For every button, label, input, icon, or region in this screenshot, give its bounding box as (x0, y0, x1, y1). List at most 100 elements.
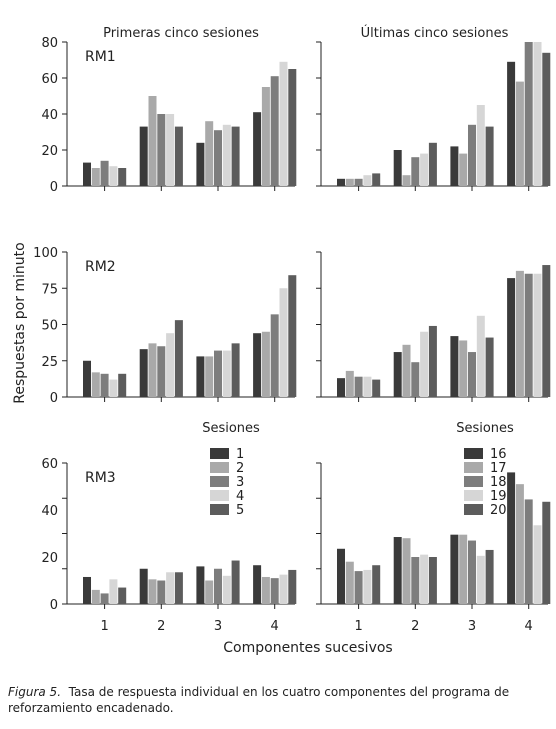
panel-1-y-tick-label: 0 (50, 180, 58, 195)
panel-2-bar-series-17-cat-4 (515, 81, 524, 186)
panel-6-legend-label-17: 17 (490, 461, 507, 476)
panel-1-bar-series-5-cat-3 (231, 126, 240, 186)
panel-3-y-tick-label: 50 (41, 319, 58, 334)
panel-4-bar-series-16-cat-4 (507, 278, 516, 397)
panel-1-bar-series-1-cat-3 (196, 142, 205, 186)
panel-6-bar-series-19-cat-2 (420, 554, 429, 604)
panel-6-legend-swatch-19 (464, 490, 483, 501)
panel-4-bar-series-17-cat-3 (459, 340, 468, 397)
panel-5-bar-series-2-cat-3 (205, 580, 214, 604)
panel-3-bar-series-5-cat-3 (231, 343, 240, 397)
panel-5-bar-series-5-cat-2 (174, 572, 183, 604)
panel-5-legend-label-2: 2 (236, 461, 244, 476)
panel-6-bar-series-18-cat-2 (411, 557, 420, 604)
panel-1-title: Primeras cinco sesiones (103, 26, 259, 41)
panel-3-bar-series-4-cat-2 (166, 333, 175, 397)
panel-5-bar-series-2-cat-4 (261, 576, 270, 604)
panel-1-bar-series-2-cat-2 (148, 96, 157, 186)
panel-1-bar-series-3-cat-4 (270, 76, 279, 186)
panel-1-bar-series-4-cat-4 (279, 61, 288, 186)
panel-3-bar-series-1-cat-2 (139, 349, 148, 397)
panel-6-bar-series-16-cat-4 (507, 472, 516, 604)
panel-2-bar-series-20-cat-4 (542, 52, 551, 186)
panel-2-bar-series-20-cat-1 (372, 173, 381, 186)
panel-2-bar-series-18-cat-3 (468, 124, 476, 186)
panel-5-bar-series-2-cat-2 (148, 579, 157, 604)
panel-3-bar-series-5-cat-2 (174, 320, 183, 397)
panel-2-bar-series-19-cat-3 (476, 105, 485, 186)
caption-text: Tasa de respuesta individual en los cuat… (8, 685, 510, 715)
panel-4-bar-series-19-cat-4 (533, 273, 542, 397)
panel-5-bar-series-4-cat-2 (166, 572, 175, 604)
panel-6-legend-label-18: 18 (490, 475, 507, 490)
panel-5-x-tick-label: 4 (271, 619, 279, 634)
panel-5-y-tick-label: 60 (41, 457, 58, 472)
panel-5-legend-swatch-4 (210, 490, 229, 501)
panel-1-y-tick-label: 40 (41, 108, 58, 123)
panel-2-bar-series-19-cat-1 (363, 175, 372, 186)
panel-6-legend-swatch-17 (464, 462, 483, 473)
panel-2-bar-series-17-cat-3 (459, 153, 468, 186)
panel-2-bar-series-16-cat-4 (507, 61, 516, 186)
panel-2-bar-series-17-cat-1 (345, 178, 354, 186)
panel-1-bar-series-2-cat-4 (261, 87, 270, 186)
panel-2-bar-series-16-cat-3 (450, 146, 459, 186)
panel-3-y-tick-label: 75 (41, 282, 58, 297)
panel-5-x-tick-label: 2 (157, 619, 165, 634)
panel-2-bar-series-17-cat-2 (402, 175, 411, 186)
panel-1-panel-label: RM1 (85, 49, 116, 65)
panel-5-bar-series-1-cat-1 (83, 576, 91, 604)
panel-6-bar-series-20-cat-4 (542, 501, 551, 604)
panel-2-title: Últimas cinco sesiones (361, 25, 509, 41)
panel-6-legend-swatch-18 (464, 476, 483, 487)
panel-1-bar-series-2-cat-1 (91, 168, 100, 186)
panel-5-legend-swatch-3 (210, 476, 229, 487)
panel-5-legend-label-4: 4 (236, 489, 244, 504)
panel-5-bar-series-4-cat-4 (279, 574, 288, 604)
panel-6-bar-series-17-cat-3 (459, 534, 468, 604)
panel-4-bar-series-20-cat-4 (542, 265, 551, 397)
panel-6-bar-series-19-cat-3 (476, 555, 485, 604)
panel-6-bar-series-18-cat-3 (468, 540, 476, 604)
caption-label: Figura 5. (8, 685, 62, 699)
panel-1-bar-series-5-cat-2 (174, 126, 183, 186)
panel-5-x-tick-label: 1 (100, 619, 108, 634)
panel-2-bar-series-19-cat-4 (533, 42, 542, 186)
panel-1-bar-series-4-cat-3 (222, 124, 231, 186)
panel-6-bar-series-17-cat-2 (402, 538, 411, 604)
panel-1-bar-series-5-cat-4 (288, 69, 297, 186)
panel-1-bar-series-3-cat-2 (157, 114, 166, 186)
panel-4-bar-series-16-cat-1 (337, 378, 345, 397)
y-axis-title: Respuestas por minuto (12, 242, 28, 403)
panel-3-bar-series-5-cat-1 (118, 373, 127, 397)
panel-5-legend-swatch-5 (210, 504, 229, 515)
figure-caption: Figura 5. Tasa de respuesta individual e… (8, 684, 553, 716)
panel-3-bar-series-2-cat-2 (148, 343, 157, 397)
panel-1-bar-series-4-cat-2 (166, 114, 175, 186)
panel-5-legend-label-1: 1 (236, 447, 244, 462)
panel-4-bar-series-19-cat-3 (476, 315, 485, 397)
panel-4-bar-series-20-cat-3 (485, 337, 494, 397)
panel-5-x-tick-label: 3 (214, 619, 222, 634)
panel-2-bar-series-18-cat-4 (524, 42, 533, 186)
panel-6-legend-label-16: 16 (490, 447, 507, 462)
panel-4-bar-series-20-cat-1 (372, 379, 381, 397)
panel-4-bar-series-20-cat-2 (428, 325, 437, 397)
panel-1-bar-series-2-cat-3 (205, 121, 214, 186)
panel-3-bar-series-2-cat-4 (261, 331, 270, 397)
panel-6-x-tick-label: 3 (468, 619, 476, 634)
panel-5-y-tick-label: 0 (50, 598, 58, 613)
panel-3-bar-series-2-cat-3 (205, 356, 214, 397)
panel-3-bar-series-3-cat-4 (270, 314, 279, 397)
panel-3-bar-series-4-cat-1 (109, 379, 118, 397)
panel-1-bar-series-3-cat-1 (100, 160, 109, 186)
panel-5-bar-series-2-cat-1 (91, 589, 100, 604)
panel-4-bar-series-17-cat-2 (402, 344, 411, 397)
panel-5-bar-series-1-cat-4 (253, 565, 262, 604)
panel-3-bar-series-3-cat-2 (157, 346, 166, 397)
panel-5-legend-title: Sesiones (202, 421, 260, 436)
panel-2-bar-series-18-cat-1 (354, 178, 363, 186)
panel-6-legend-swatch-20 (464, 504, 483, 515)
panel-2-bar-series-20-cat-2 (428, 142, 437, 186)
